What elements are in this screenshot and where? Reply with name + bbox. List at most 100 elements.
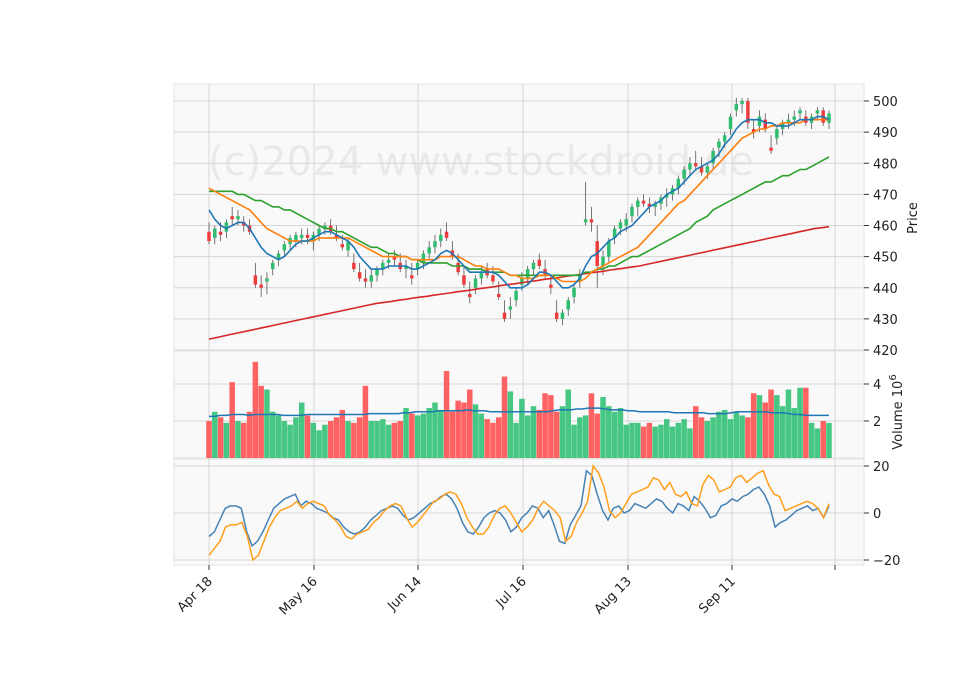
volume-bar — [733, 411, 740, 458]
candle-body — [404, 265, 408, 270]
oscillator-series — [208, 464, 830, 562]
volume-bar — [356, 417, 363, 458]
volume-bar — [235, 421, 241, 458]
candle-body — [433, 241, 437, 248]
x-tick-label: May 16 — [277, 574, 321, 618]
candle-body — [317, 228, 321, 235]
volume-bar — [571, 424, 577, 458]
volume-bar — [808, 422, 815, 458]
volume-bar — [606, 406, 612, 458]
volume-bar — [623, 424, 629, 458]
candle-body — [439, 234, 443, 242]
candle-body — [728, 116, 733, 130]
volume-bar — [681, 419, 687, 458]
moving-average-blue-line — [208, 115, 830, 289]
candle-body — [815, 110, 820, 114]
volume-bar — [223, 422, 230, 458]
candle-body — [798, 110, 802, 114]
candle-body — [392, 256, 397, 260]
volume-bar — [275, 415, 282, 458]
candle-body — [473, 278, 478, 288]
candle-body — [699, 166, 704, 173]
volume-bar — [687, 428, 693, 458]
volume-bar — [716, 411, 722, 458]
price-tick-label: 450 — [873, 251, 898, 266]
candle-body — [369, 275, 373, 282]
candle-body — [299, 234, 304, 238]
moving-average-red-line — [208, 225, 830, 340]
candle-body — [740, 101, 744, 105]
oscillator-blue-line — [208, 469, 830, 548]
candle-body — [786, 119, 791, 123]
volume-bar — [658, 424, 664, 458]
candle-body — [386, 259, 391, 263]
candle-body — [641, 200, 646, 204]
volume-bar — [327, 421, 334, 458]
volume-bar — [640, 426, 647, 458]
volume-bar — [588, 393, 595, 458]
volume-bar — [287, 424, 293, 458]
volume-bar — [455, 400, 461, 458]
candle-body — [711, 150, 715, 164]
candle-body — [722, 135, 727, 142]
volume-bar — [461, 402, 467, 458]
volume-bar — [513, 422, 519, 458]
volume-bar — [241, 422, 247, 458]
volume-bar — [466, 389, 473, 458]
volume-bar — [756, 395, 763, 458]
volume-bar — [820, 421, 826, 458]
volume-bar — [779, 406, 786, 458]
volume-bar — [611, 411, 618, 458]
candle-body — [583, 219, 588, 223]
candle-body — [282, 244, 287, 251]
volume-bar — [490, 422, 496, 458]
candle-body — [630, 206, 634, 217]
candle-body — [757, 116, 762, 126]
candle-body — [271, 262, 275, 270]
volume-bar — [530, 406, 537, 458]
volume-bar — [646, 422, 653, 458]
price-panel — [173, 83, 865, 351]
volume-bar — [374, 421, 380, 458]
volume-bar — [293, 417, 299, 458]
volume-bar — [559, 406, 566, 458]
volume-axis-label: Volume 106 — [888, 374, 906, 449]
volume-bar — [710, 417, 716, 458]
volume-bar — [351, 422, 357, 458]
candle-body — [468, 293, 472, 298]
candle-body — [624, 219, 628, 226]
candle-body — [751, 129, 756, 133]
candle-body — [491, 275, 495, 282]
volume-bar — [269, 411, 276, 458]
candle-body — [525, 269, 530, 279]
moving-average-orange-line — [208, 118, 829, 283]
candle-body — [352, 262, 356, 270]
volume-bar — [698, 417, 705, 458]
candle-body — [242, 222, 246, 226]
candle-body — [340, 244, 345, 248]
price-tick-label: 490 — [873, 126, 898, 141]
volume-bar — [704, 421, 711, 458]
candle-body — [415, 262, 420, 270]
volume-bar — [426, 408, 432, 458]
volume-bar — [617, 408, 624, 458]
volume-bar — [484, 419, 490, 458]
volume-bar — [380, 419, 386, 458]
candle-body — [612, 228, 617, 238]
candle-body — [294, 234, 298, 242]
candle-body — [514, 290, 518, 301]
volume-bar — [721, 409, 728, 458]
price-tick-label: 420 — [873, 344, 898, 359]
volume-bar — [635, 422, 641, 458]
volume-bar — [803, 387, 809, 458]
candle-body — [717, 141, 721, 148]
volume-bar — [478, 413, 485, 458]
candle-body — [224, 222, 229, 232]
candle-body — [607, 241, 611, 257]
volume-bar — [403, 408, 409, 458]
candle-body — [381, 262, 385, 270]
candle-body — [410, 275, 414, 279]
volume-bar — [339, 409, 346, 458]
volume-bar — [791, 408, 797, 458]
volume-bar — [669, 426, 676, 458]
